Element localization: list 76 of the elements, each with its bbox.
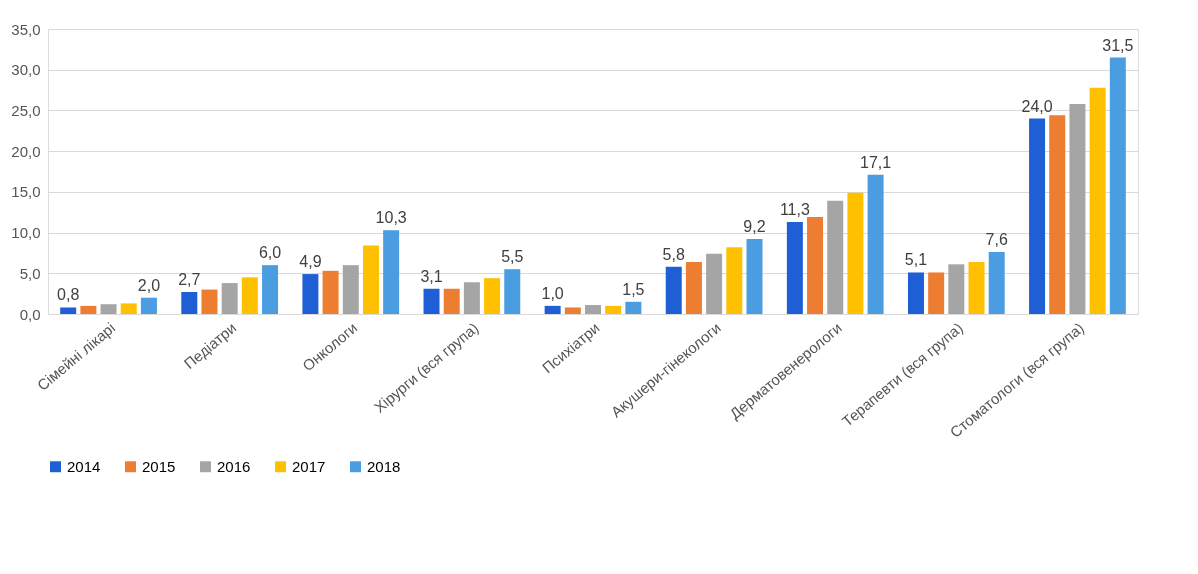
data-label: 9,2 xyxy=(743,218,766,236)
legend-label: 2015 xyxy=(142,457,176,475)
data-label: 31,5 xyxy=(1102,36,1134,54)
bar xyxy=(1049,115,1066,314)
bar xyxy=(585,305,601,314)
bar xyxy=(181,292,198,314)
bar xyxy=(322,270,339,314)
bar xyxy=(362,245,379,314)
bar xyxy=(968,261,985,314)
data-label: 3,1 xyxy=(420,267,443,285)
bar xyxy=(342,265,359,314)
y-tick-label: 5,0 xyxy=(19,264,41,282)
bar xyxy=(907,272,924,314)
y-tick-label: 20,0 xyxy=(11,142,41,160)
bar xyxy=(726,247,743,314)
data-label: 5,5 xyxy=(501,248,524,266)
bar xyxy=(625,301,642,314)
bar xyxy=(262,265,279,314)
data-label: 10,3 xyxy=(375,209,407,227)
bar xyxy=(605,305,622,314)
data-label: 5,8 xyxy=(662,245,685,263)
bar xyxy=(100,304,117,314)
data-label: 2,7 xyxy=(178,271,201,289)
data-label: 24,0 xyxy=(1021,97,1053,115)
data-label: 4,9 xyxy=(299,253,322,271)
bar xyxy=(302,274,319,314)
bar xyxy=(807,217,824,314)
legend-label: 2014 xyxy=(67,457,101,475)
data-label: 1,5 xyxy=(622,280,645,298)
bar xyxy=(988,252,1005,314)
y-tick-label: 10,0 xyxy=(11,224,41,242)
bar xyxy=(948,264,965,314)
bar xyxy=(463,282,480,314)
bar xyxy=(746,239,763,314)
bar xyxy=(383,230,400,314)
bar xyxy=(140,297,157,314)
bar xyxy=(786,221,803,314)
y-tick-label: 30,0 xyxy=(11,61,41,79)
bar xyxy=(706,253,723,314)
y-tick-label: 0,0 xyxy=(19,305,41,323)
bar xyxy=(1029,118,1046,314)
bar xyxy=(443,288,460,314)
bar xyxy=(484,278,501,314)
bar xyxy=(1109,57,1126,314)
data-label: 1,0 xyxy=(541,284,564,302)
y-tick-label: 25,0 xyxy=(11,101,41,119)
data-label: 0,8 xyxy=(57,286,80,304)
bar xyxy=(423,288,440,314)
bar xyxy=(1069,103,1086,314)
bar xyxy=(1089,87,1106,314)
data-label: 6,0 xyxy=(258,244,282,262)
data-label: 5,1 xyxy=(904,251,928,269)
bar xyxy=(60,307,77,314)
bar xyxy=(867,174,884,314)
bar xyxy=(241,277,258,314)
bar xyxy=(201,289,218,314)
bar xyxy=(827,200,844,314)
data-label: 7,6 xyxy=(985,231,1008,249)
bar xyxy=(685,261,702,314)
bar xyxy=(504,269,521,314)
bar xyxy=(544,305,561,314)
bar xyxy=(221,283,238,314)
legend-label: 2016 xyxy=(217,457,251,475)
bar xyxy=(665,266,682,314)
data-label: 17,1 xyxy=(860,153,892,171)
bar xyxy=(847,192,864,314)
bar xyxy=(928,272,945,314)
legend-label: 2018 xyxy=(367,457,401,475)
y-tick-label: 15,0 xyxy=(11,183,41,201)
legend-label: 2017 xyxy=(292,457,326,475)
y-tick-label: 35,0 xyxy=(11,20,41,38)
bar xyxy=(564,307,581,314)
bar xyxy=(120,303,137,314)
data-label: 11,3 xyxy=(779,200,810,218)
bar xyxy=(80,305,97,314)
data-label: 2,0 xyxy=(137,276,161,294)
